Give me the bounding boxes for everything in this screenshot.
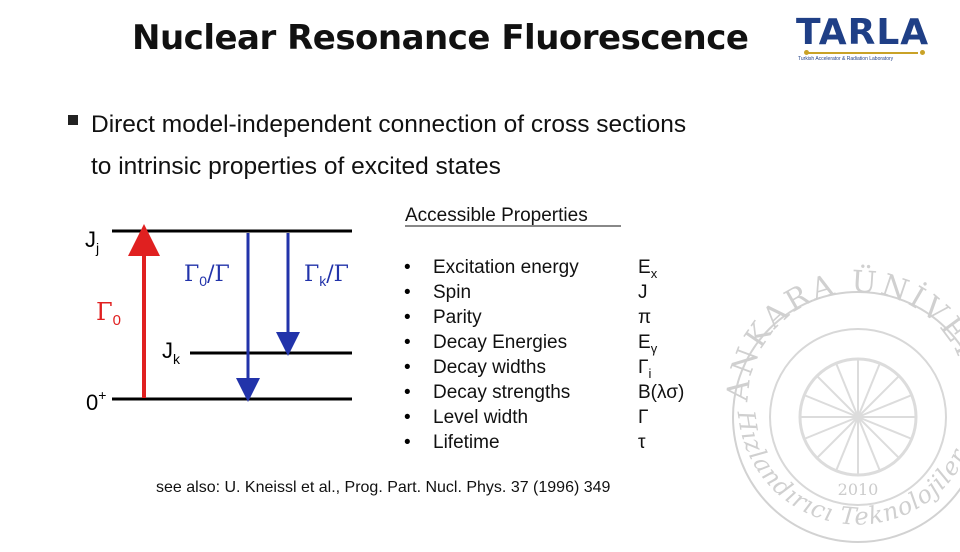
- property-row: • Parity π: [404, 307, 651, 328]
- property-row: • Decay Energies Eγ: [404, 332, 658, 356]
- university-seal-watermark: ANKARA ÜNİVERSİTESİ Hızlandırıcı Teknolo…: [718, 252, 960, 543]
- bullet-text: Direct model-independent connection of c…: [91, 111, 687, 180]
- logo-dot-left: [804, 50, 809, 55]
- property-symbol: Eγ: [638, 332, 658, 356]
- property-name: Decay Energies: [433, 332, 567, 353]
- property-symbol: J: [638, 282, 648, 303]
- property-name: Excitation energy: [433, 257, 579, 278]
- slide-title: Nuclear Resonance Fluorescence: [132, 18, 749, 58]
- branch-k-label: Γk/Γ: [304, 262, 349, 289]
- logo-subtitle: Turkish Accelerator & Radiation Laborato…: [798, 56, 894, 62]
- reference-note: see also: U. Kneissl et al., Prog. Part.…: [156, 479, 611, 496]
- intermediate-level-label: Jk: [162, 338, 181, 367]
- properties-list: • Excitation energy Ex • Spin J • Parity π • Decay…: [404, 257, 684, 453]
- property-name: Spin: [433, 282, 471, 303]
- property-bullet: •: [404, 307, 411, 328]
- logo-dot-right: [920, 50, 925, 55]
- logo-wordmark: TARLA: [796, 12, 930, 53]
- property-name: Level width: [433, 407, 528, 428]
- property-row: • Spin J: [404, 282, 648, 303]
- property-symbol: Γ: [638, 407, 648, 428]
- excitation-width-label: Γ0: [96, 298, 121, 329]
- seal-year: 2010: [838, 480, 879, 499]
- property-row: • Level width Γ: [404, 407, 648, 428]
- property-bullet: •: [404, 257, 411, 278]
- property-symbol: τ: [638, 432, 646, 453]
- property-name: Parity: [433, 307, 482, 328]
- properties-header: Accessible Properties: [405, 205, 588, 226]
- property-row: • Lifetime τ: [404, 432, 646, 453]
- property-bullet: •: [404, 382, 411, 403]
- logo-accent-line: [808, 52, 918, 54]
- square-bullet-icon: [68, 115, 78, 125]
- tarla-logo: TARLA Turkish Accelerator & Radiation La…: [796, 12, 936, 70]
- nrf-figure: Jj Jk 0+ Γ0 Γ0/Γ Γk/Γ Accessible Propert…: [85, 205, 684, 496]
- property-row: • Excitation energy Ex: [404, 257, 658, 281]
- upper-level-label: Jj: [85, 227, 99, 256]
- ground-level-label: 0+: [86, 387, 106, 415]
- property-symbol: Ex: [638, 257, 658, 281]
- property-symbol: π: [638, 307, 651, 328]
- property-symbol: Γi: [638, 357, 651, 381]
- seal-sun-rays: [800, 359, 916, 475]
- branch-ground-label: Γ0/Γ: [184, 262, 230, 289]
- property-bullet: •: [404, 332, 411, 353]
- property-bullet: •: [404, 357, 411, 378]
- property-row: • Decay widths Γi: [404, 357, 651, 381]
- property-name: Decay widths: [433, 357, 546, 378]
- property-bullet: •: [404, 282, 411, 303]
- property-name: Lifetime: [433, 432, 500, 453]
- property-row: • Decay strengths B(λσ): [404, 382, 684, 403]
- property-symbol: B(λσ): [638, 382, 684, 403]
- property-name: Decay strengths: [433, 382, 570, 403]
- property-bullet: •: [404, 407, 411, 428]
- property-bullet: •: [404, 432, 411, 453]
- seal-inner-ring: [769, 328, 947, 506]
